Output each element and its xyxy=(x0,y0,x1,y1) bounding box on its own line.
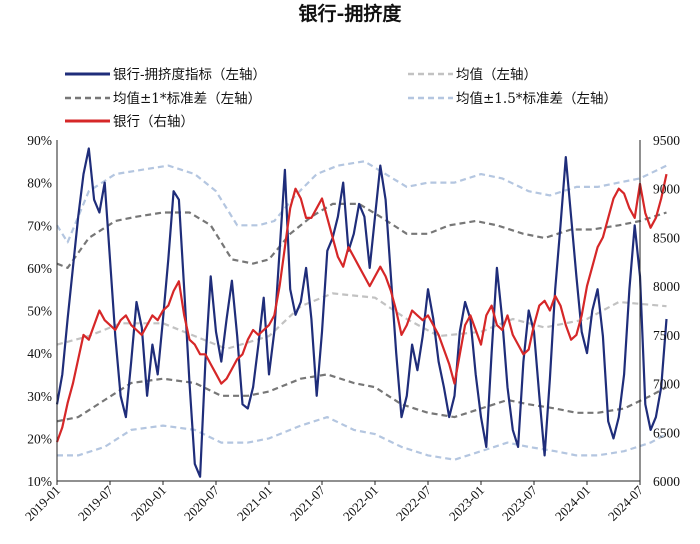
right-tick-label: 7000 xyxy=(653,377,680,392)
legend-item-1-5sd: 均值±1.5*标准差（左轴） xyxy=(408,91,617,107)
legend-label-mean: 均值（左轴） xyxy=(456,67,537,83)
x-tick-label: 2020-07 xyxy=(181,482,223,524)
right-tick-label: 6000 xyxy=(653,474,680,489)
series-2-upper xyxy=(56,202,667,269)
series-3-lower xyxy=(57,416,668,461)
chart-title: 银行-拥挤度 xyxy=(299,2,403,25)
left-tick-label: 50% xyxy=(27,304,52,319)
legend-item-mean: 均值（左轴） xyxy=(408,67,537,83)
right-tick-label: 7500 xyxy=(653,328,680,343)
left-tick-label: 70% xyxy=(27,218,52,233)
right-tick-label: 8500 xyxy=(653,230,680,245)
plot-frame xyxy=(56,140,641,482)
series-layer xyxy=(55,147,668,478)
legend-label-1sd: 均值±1*标准差（左轴） xyxy=(113,91,261,107)
x-tick-label: 2022-01 xyxy=(340,483,381,524)
legend-label-crowding-index: 银行-拥挤度指标（左轴） xyxy=(113,67,266,83)
x-tick-label: 2023-07 xyxy=(499,482,541,524)
legend-item-crowding-index: 银行-拥挤度指标（左轴） xyxy=(65,67,266,83)
left-tick-label: 10% xyxy=(27,474,52,489)
left-axis-ticks: 10% 20% 30% 40% 50% 60% 70% 80% 90% xyxy=(27,133,52,489)
x-tick-label: 2020-01 xyxy=(128,483,169,524)
x-tick-label: 2024-07 xyxy=(605,482,647,524)
left-tick-label: 30% xyxy=(27,389,52,404)
legend-label-bank-index: 银行（右轴） xyxy=(113,114,194,130)
right-axis-ticks: 6000 6500 7000 7500 8000 8500 9000 9500 xyxy=(653,133,680,489)
legend-item-1sd: 均值±1*标准差（左轴） xyxy=(65,91,261,107)
left-tick-label: 40% xyxy=(27,346,52,361)
series-4-line xyxy=(55,173,668,443)
left-tick-label: 90% xyxy=(27,133,52,148)
right-tick-label: 9000 xyxy=(653,182,680,197)
x-tick-label: 2024-01 xyxy=(552,483,593,524)
x-tick-label: 2019-07 xyxy=(75,482,117,524)
left-tick-label: 20% xyxy=(27,431,52,446)
right-tick-label: 6500 xyxy=(653,425,680,440)
left-tick-label: 80% xyxy=(27,176,52,191)
x-tick-label: 2023-01 xyxy=(446,483,487,524)
legend-label-1-5sd: 均值±1.5*标准差（左轴） xyxy=(456,91,617,107)
legend: 银行-拥挤度指标（左轴） 均值（左轴） 均值±1*标准差（左轴） 均值±1.5*… xyxy=(65,67,617,130)
right-tick-label: 8000 xyxy=(653,279,680,294)
x-tick-label: 2021-07 xyxy=(287,482,329,524)
series-0-line xyxy=(55,147,668,478)
legend-item-bank-index: 银行（右轴） xyxy=(65,114,194,130)
x-axis-ticks: 2019-01 2019-07 2020-01 2020-07 2021-01 2021-… xyxy=(22,481,647,524)
x-tick-label: 2021-01 xyxy=(234,483,275,524)
right-tick-label: 9500 xyxy=(653,133,680,148)
x-tick-label: 2022-07 xyxy=(393,482,435,524)
series-1-line xyxy=(56,292,667,350)
left-tick-label: 60% xyxy=(27,261,52,276)
series-3-upper xyxy=(56,160,667,244)
